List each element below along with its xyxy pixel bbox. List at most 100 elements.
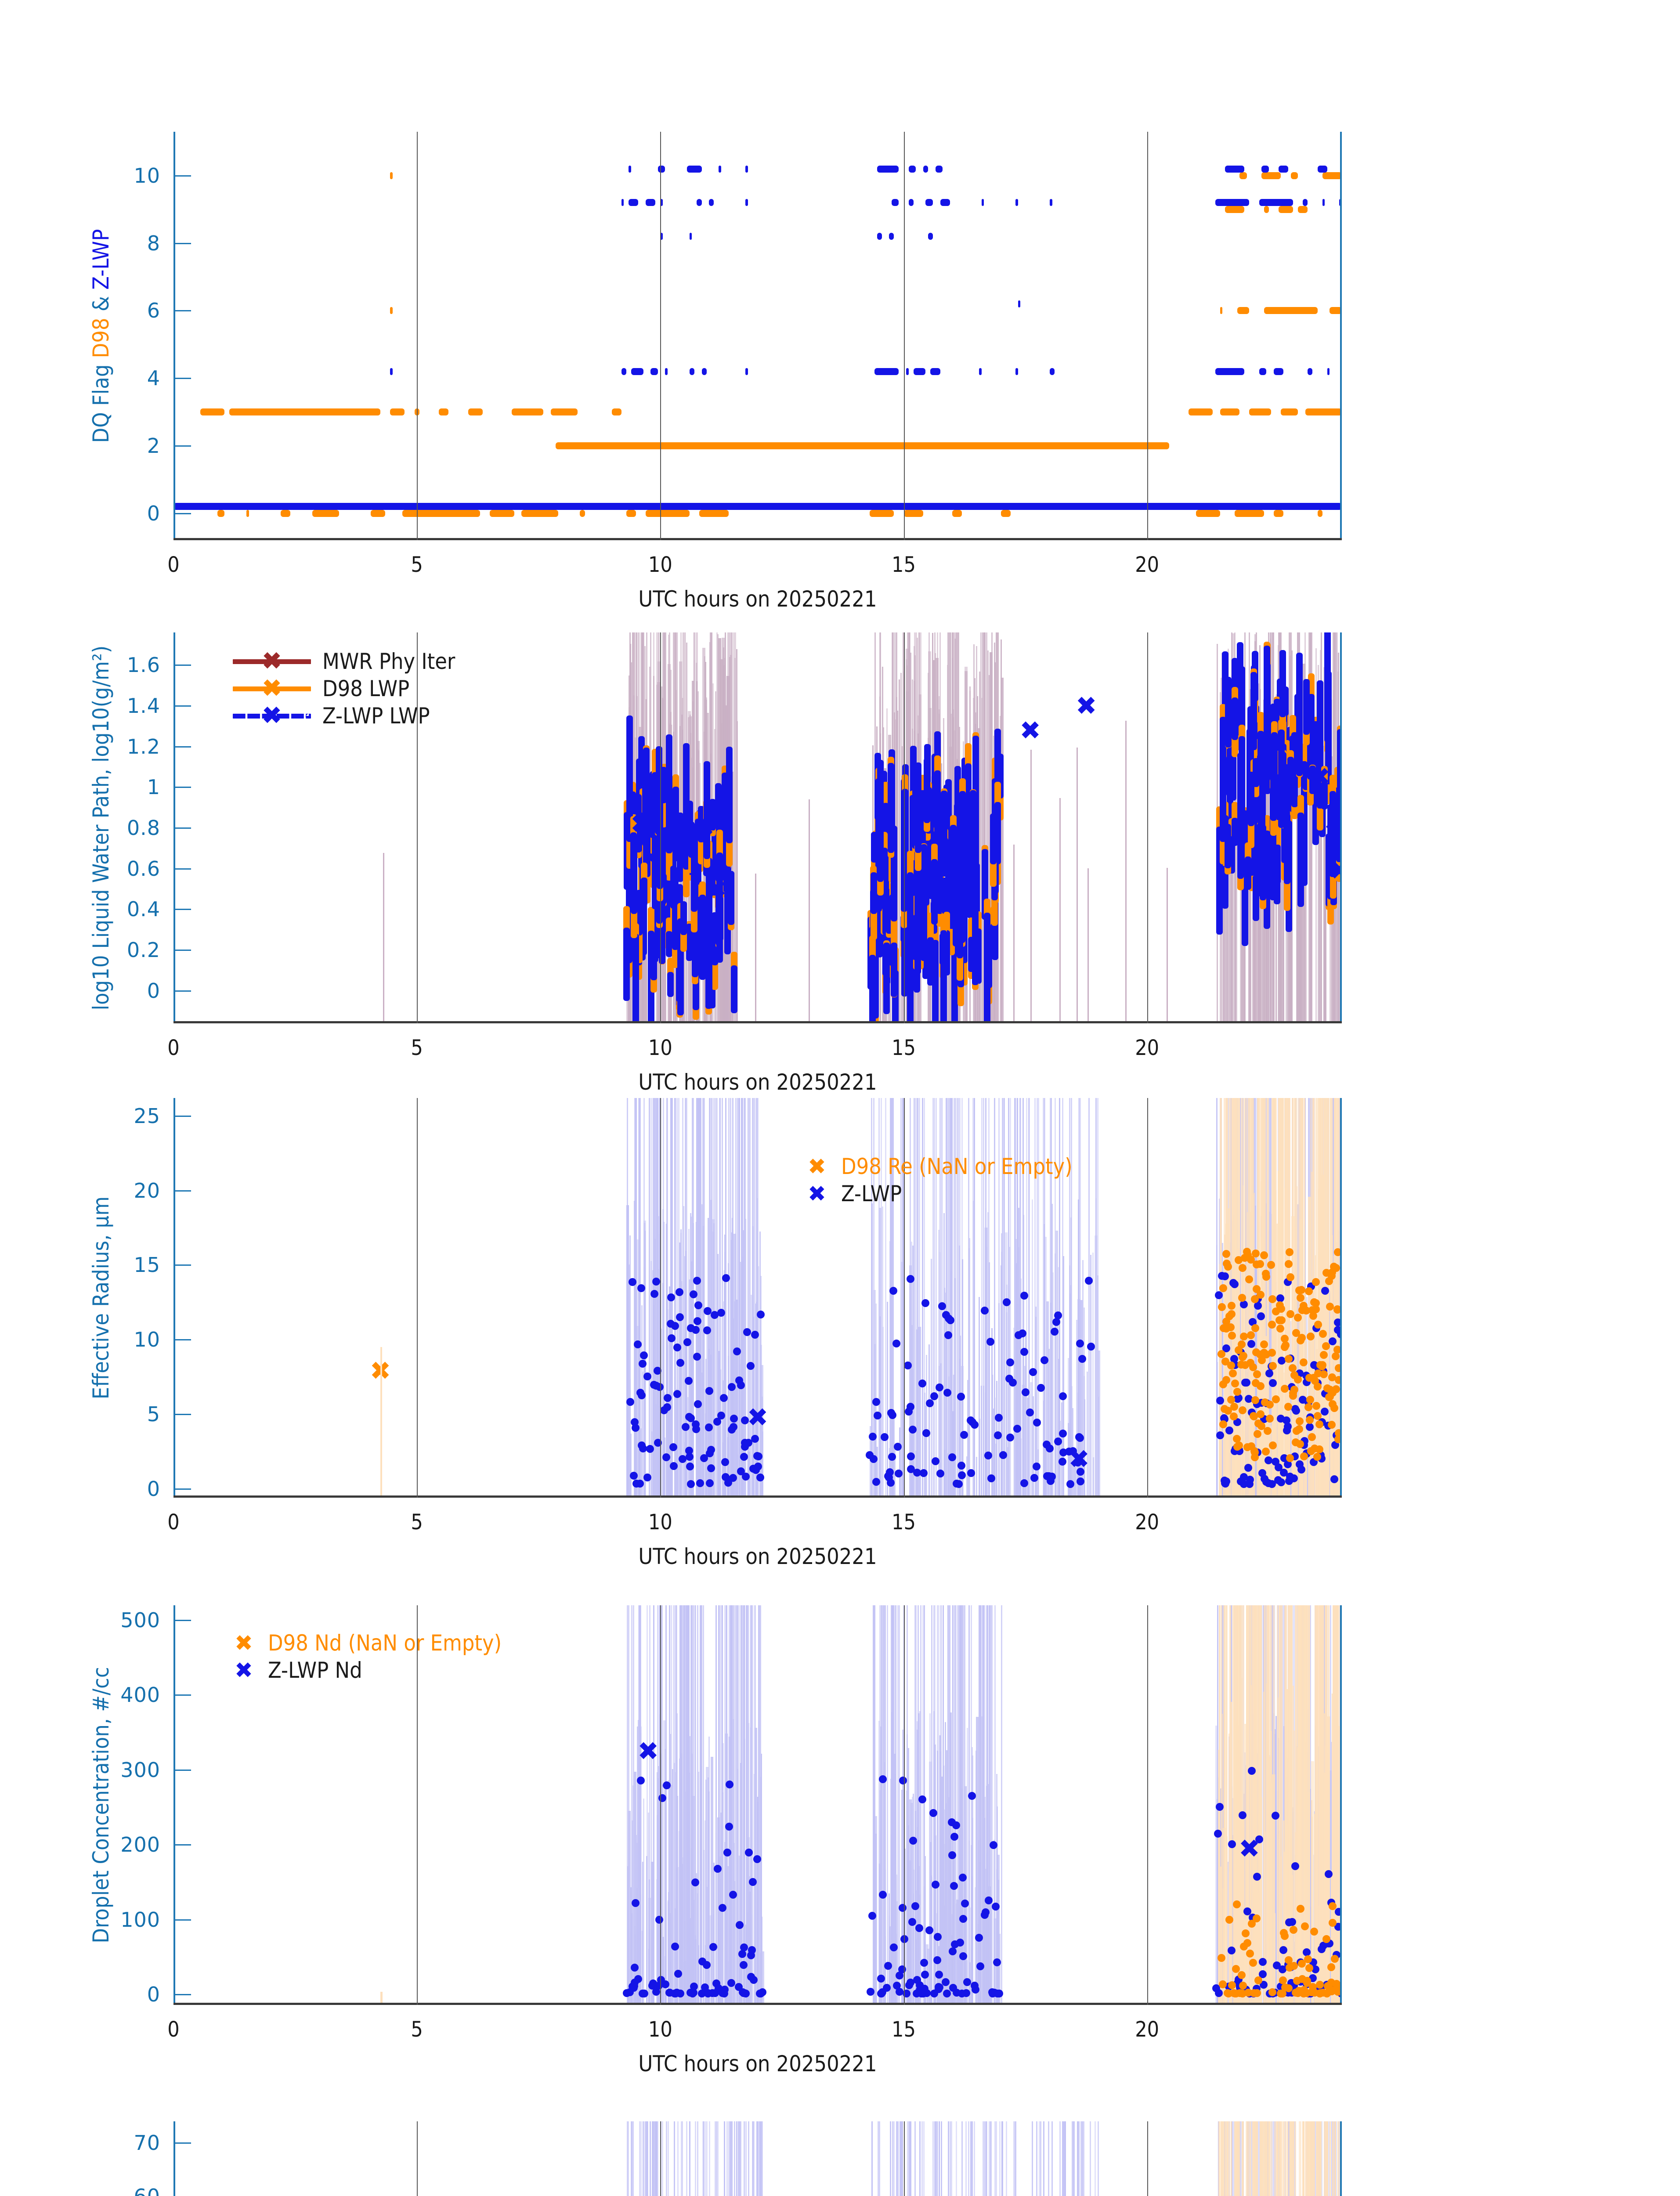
zlwp-data-point	[918, 1380, 927, 1388]
y-tick-effective-radius-3	[173, 1264, 191, 1266]
zlwp-errorbar	[1017, 1445, 1019, 1498]
d98-errorbar	[1286, 1824, 1288, 2005]
d98-errorbar	[1279, 1605, 1281, 2005]
zlwp-data-point	[892, 1340, 901, 1348]
dq-run-segment	[390, 172, 393, 179]
zlwp-errorbar	[698, 1098, 701, 1498]
legend-entry-effective-radius-1[interactable]: ✖ Z-LWP	[793, 1180, 1073, 1207]
zlwp-lwp-bar	[956, 864, 963, 959]
x-tick-mark-droplet-concentration-4	[1147, 1605, 1148, 2005]
d98-errorbar	[1228, 2121, 1230, 2196]
d98-errorbar	[1285, 2121, 1286, 2196]
x-axis-label-lwp: UTC hours on 20250221	[638, 1069, 877, 1095]
zlwp-data-point	[980, 1911, 989, 1919]
legend-entry-droplet-concentration-0[interactable]: ✖ D98 Nd (NaN or Empty)	[220, 1629, 502, 1657]
d98-data-point	[1250, 1989, 1258, 1997]
zlwp-errorbar	[642, 2121, 644, 2196]
zlwp-data-point	[1029, 1368, 1037, 1376]
zlwp-errorbar	[704, 1820, 706, 2005]
dq-run-segment	[1225, 165, 1245, 173]
d98-errorbar	[1304, 1605, 1306, 2005]
x-tick-mark-effective-radius-1	[417, 1098, 418, 1498]
dq-run-segment	[925, 199, 933, 206]
zlwp-data-point	[681, 1423, 690, 1431]
d98-errorbar	[1252, 2121, 1255, 2196]
x-axis-dq-flag	[173, 538, 1342, 540]
zlwp-lwp-bar	[1297, 813, 1304, 907]
x-tick-mark-dq-flag-2	[660, 132, 661, 540]
zlwp-errorbar	[871, 2121, 873, 2196]
zlwp-data-point	[663, 1403, 672, 1411]
d98-data-point	[1218, 1303, 1226, 1311]
zlwp-errorbar	[669, 1734, 671, 2005]
zlwp-errorbar	[1046, 1301, 1049, 1498]
zlwp-lwp-bar	[940, 930, 947, 1023]
d98-data-point	[1217, 1954, 1225, 1962]
zlwp-data-point	[907, 1465, 915, 1473]
d98-data-point	[1285, 1260, 1293, 1268]
zlwp-errorbar	[873, 1810, 874, 2005]
legend-entry-lwp-2[interactable]: ✖ Z-LWP LWP	[233, 702, 455, 730]
zlwp-data-point	[729, 1891, 737, 1899]
zlwp-errorbar	[979, 1419, 980, 1498]
zlwp-data-point	[1247, 1766, 1256, 1775]
legend-entry-droplet-concentration-1[interactable]: ✖ Z-LWP Nd	[220, 1657, 502, 1684]
zlwp-data-point	[1253, 1872, 1261, 1881]
zlwp-lwp-bar	[931, 859, 938, 925]
dq-run-segment	[246, 509, 249, 517]
zlwp-errorbar	[972, 1817, 974, 2005]
d98-data-point	[1219, 1284, 1227, 1292]
zlwp-errorbar	[1001, 1605, 1002, 2005]
y-tick-label-effective-radius-2: 10	[134, 1328, 160, 1352]
zlwp-lwp-bar	[877, 759, 884, 882]
zlwp-data-point	[1225, 1427, 1233, 1434]
zlwp-data-point	[1020, 1291, 1028, 1300]
zlwp-errorbar	[686, 2121, 688, 2196]
d98-errorbar	[1220, 2121, 1222, 2196]
zlwp-data-point	[993, 1958, 1001, 1966]
zlwp-errorbar	[1088, 1098, 1090, 1498]
dq-run-segment	[1220, 408, 1240, 415]
d98-data-point	[1308, 1433, 1316, 1441]
zlwp-data-point	[712, 1979, 720, 1987]
zlwp-lwp-bar	[950, 825, 957, 917]
d98-errorbar	[1315, 1605, 1317, 2005]
y-tick-label-effective-radius-5: 25	[134, 1104, 160, 1128]
zlwp-data-point	[915, 1924, 923, 1932]
zlwp-data-point	[909, 1836, 917, 1845]
zlwp-data-point	[636, 1388, 644, 1397]
zlwp-data-point	[903, 1361, 912, 1369]
zlwp-errorbar	[899, 1427, 900, 1498]
d98-data-point	[1222, 1250, 1230, 1258]
dq-run-segment	[979, 368, 982, 375]
d98-data-point	[1280, 1384, 1289, 1393]
legend-entry-lwp-1[interactable]: ✖ D98 LWP	[233, 675, 455, 702]
x-tick-label-lwp-1: 5	[411, 1036, 423, 1060]
zlwp-data-point	[1264, 1479, 1272, 1487]
legend-entry-effective-radius-0[interactable]: ✖ D98 Re (NaN or Empty)	[793, 1153, 1073, 1180]
zlwp-errorbar	[964, 1605, 965, 2005]
legend-entry-lwp-0[interactable]: ✖ MWR Phy Iter	[233, 648, 455, 675]
d98-data-point	[1277, 1304, 1285, 1313]
y-tick-dq-flag-1	[173, 445, 191, 447]
d98-errorbar	[1274, 2121, 1276, 2196]
zlwp-errorbar	[966, 1727, 968, 2005]
d98-data-point	[1268, 1320, 1276, 1329]
zlwp-data-point	[721, 1458, 729, 1466]
d98-errorbar	[1247, 2121, 1250, 2196]
y-tick-effective-radius-4	[173, 1190, 191, 1192]
d98-data-point	[1252, 1285, 1261, 1293]
zlwp-errorbar	[733, 1301, 737, 1498]
mwr-errorbar	[897, 711, 899, 1023]
d98-errorbar	[1266, 2121, 1268, 2196]
d98-data-point	[1268, 1362, 1277, 1370]
zlwp-errorbar	[976, 1457, 978, 1498]
dq-run-segment	[1330, 307, 1342, 314]
mwr-errorbar	[988, 675, 990, 1023]
zlwp-errorbar	[938, 2121, 940, 2196]
zlwp-errorbar	[627, 1429, 629, 1498]
zlwp-data-point	[906, 1275, 914, 1283]
zlwp-errorbar	[711, 1757, 714, 2005]
zlwp-errorbar	[1059, 2121, 1061, 2196]
y-tick-label-dq-flag-3: 6	[147, 299, 160, 323]
